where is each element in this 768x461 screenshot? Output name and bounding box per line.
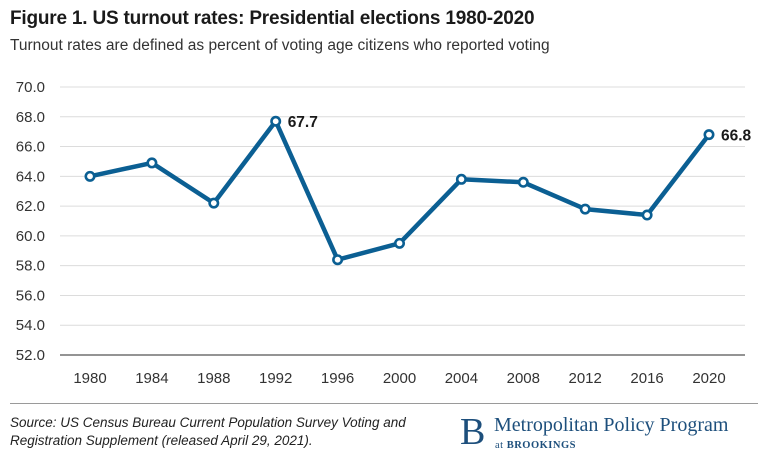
x-tick-label: 2004: [445, 370, 478, 387]
source-note: Source: US Census Bureau Current Populat…: [10, 415, 406, 448]
data-point-2000: [393, 237, 405, 249]
series-turnout: [84, 115, 715, 266]
x-tick-label: 1984: [135, 370, 168, 387]
line-chart: 52.0 54.0 56.0 58.0 60.0 62.0 64.0 66.0 68.0 70.0…: [16, 79, 752, 387]
chart-subtitle: Turnout rates are defined as percent of …: [10, 37, 550, 54]
data-label-2020: 66.8: [721, 128, 752, 145]
chart-title: Figure 1. US turnout rates: Presidential…: [10, 8, 535, 29]
data-point-1980: [84, 170, 96, 182]
data-point-2004: [455, 173, 467, 185]
x-tick-label: 2000: [383, 370, 416, 387]
x-tick-label: 1996: [321, 370, 354, 387]
data-point-2008: [517, 176, 529, 188]
y-tick-label: 56.0: [16, 287, 45, 304]
y-axis-ticks: 52.0 54.0 56.0 58.0 60.0 62.0 64.0 66.0 68.0 70.0: [16, 79, 45, 364]
brand-affiliation: at BROOKINGS: [495, 440, 576, 451]
y-tick-label: 66.0: [16, 139, 45, 156]
footer-divider: [10, 403, 758, 404]
annotations: 67.7 66.8: [288, 114, 752, 144]
y-tick-label: 62.0: [16, 198, 45, 215]
brand-at: at: [495, 440, 504, 451]
data-point-1988: [208, 197, 220, 209]
x-axis-ticks: 1980 1984 1988 1992 1996 2000 2004 2008 2012 2016…: [73, 370, 725, 387]
data-point-2012: [579, 203, 591, 215]
x-tick-label: 2012: [569, 370, 602, 387]
x-tick-label: 2008: [507, 370, 540, 387]
x-tick-label: 1980: [73, 370, 106, 387]
data-point-1996: [332, 254, 344, 266]
y-tick-label: 68.0: [16, 109, 45, 126]
program-name: Metropolitan Policy Program: [494, 414, 729, 436]
brookings-logo: B Metropolitan Policy Program at BROOKIN…: [460, 410, 760, 454]
brookings-b-logo-icon: B: [460, 411, 486, 453]
x-tick-label: 2016: [630, 370, 663, 387]
grid-lines: [60, 86, 745, 356]
y-tick-label: 70.0: [16, 79, 45, 96]
data-label-1992: 67.7: [288, 114, 318, 131]
data-point-1992: [270, 115, 282, 127]
x-tick-label: 1988: [197, 370, 230, 387]
y-tick-label: 60.0: [16, 228, 45, 245]
y-tick-label: 64.0: [16, 168, 45, 185]
y-tick-label: 52.0: [16, 347, 45, 364]
data-point-2020: [703, 129, 715, 141]
data-point-1984: [146, 157, 158, 169]
x-tick-label: 1992: [259, 370, 292, 387]
brand-org: BROOKINGS: [506, 440, 576, 451]
y-tick-label: 54.0: [16, 317, 45, 334]
x-tick-label: 2020: [692, 370, 725, 387]
data-point-2016: [641, 209, 653, 221]
y-tick-label: 58.0: [16, 258, 45, 275]
